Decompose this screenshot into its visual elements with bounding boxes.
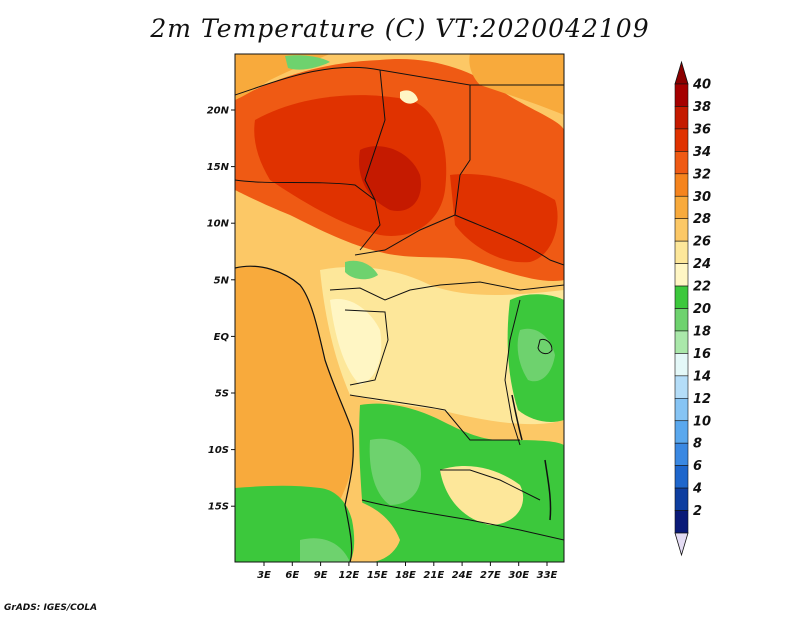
atlantic-ocean-warm (235, 266, 354, 500)
cameroon-patch (345, 260, 378, 280)
colorbar-label: 22 (693, 280, 711, 295)
lat-tick-label: 10N (207, 219, 230, 230)
border-sudan (454, 214, 564, 266)
colorbar-swatch (674, 151, 689, 175)
colorbar-swatch (674, 240, 689, 264)
colorbar-label: 20 (693, 302, 711, 317)
border-angola-namibia (361, 499, 471, 521)
north-west-edge (235, 54, 330, 100)
colorbar-swatch (674, 83, 689, 107)
border-great-lakes (504, 299, 521, 446)
ocean-light-green (300, 538, 350, 562)
colorbar: 40 38 36 34 32 30 28 26 24 22 20 18 16 14 12 10 8 6 4 2 (674, 60, 711, 557)
border-south (469, 519, 564, 541)
lon-tick-label: 30E (508, 570, 529, 581)
border-zambia (440, 469, 541, 501)
colorbar-label: 32 (693, 167, 711, 182)
colorbar-label: 6 (693, 459, 702, 474)
lon-tick-label: 18E (395, 570, 416, 581)
country-borders (235, 66, 564, 541)
lat-tick-label: 15S (208, 502, 229, 513)
colorbar-swatch (674, 285, 689, 309)
colorbar-label: 38 (693, 100, 711, 115)
lon-tick-label: 27E (480, 570, 501, 581)
lat-tick-label: 15N (207, 162, 230, 173)
border-gabon-congo (344, 309, 389, 386)
border-nigeria (235, 179, 381, 251)
border-car-drc (329, 281, 564, 301)
lon-tick-label: 33E (537, 570, 558, 581)
lon-tick-label: 15E (367, 570, 388, 581)
lake-malawi (544, 459, 552, 521)
lat-tick-label: EQ (214, 332, 230, 343)
lake-victoria (537, 339, 553, 355)
colorbar-label: 30 (693, 190, 711, 205)
colorbar-swatch (674, 308, 689, 332)
colorbar-label: 24 (693, 257, 711, 272)
map-frame (234, 53, 565, 563)
colorbar-swatch (674, 173, 689, 197)
colorbar-label: 4 (692, 482, 702, 497)
temperature-field (235, 54, 564, 562)
colorbar-label: 28 (693, 212, 711, 227)
lake-tanganyika (511, 394, 523, 441)
colorbar-swatch (674, 487, 689, 511)
border-niger-chad (364, 69, 386, 201)
lon-tick-label: 12E (339, 570, 360, 581)
lat-tick-label: 10S (208, 445, 229, 456)
colorbar-top-arrow (674, 60, 689, 85)
coastline (235, 265, 354, 562)
colorbar-swatch (674, 442, 689, 466)
lon-tick-label: 6E (285, 570, 299, 581)
longitude-axis: 3E 6E 9E 12E 15E 18E 21E 24E 27E 30E 33E (257, 562, 558, 581)
lon-tick-label: 3E (257, 570, 271, 581)
colorbar-swatch (674, 397, 689, 422)
colorbar-label: 34 (693, 145, 711, 160)
equatorial-belt (320, 266, 564, 425)
latitude-axis: 20N 15N 10N 5N EQ 5S 10S 15S (207, 106, 235, 513)
sudan-very-hot (450, 174, 558, 263)
colorbar-swatch (674, 330, 689, 354)
colorbar-label: 8 (693, 437, 702, 452)
colorbar-swatch (674, 353, 689, 377)
lon-tick-label: 24E (452, 570, 473, 581)
atlas-patch (285, 55, 330, 70)
lat-tick-label: 20N (207, 106, 230, 117)
colorbar-label: 12 (693, 392, 711, 407)
tibesti-patch (400, 90, 418, 104)
border-chad-car (354, 174, 461, 256)
gabon-mild (330, 299, 382, 385)
lake-region-light (517, 328, 555, 382)
colorbar-swatch (674, 128, 689, 152)
colorbar-swatch (674, 263, 689, 287)
colorbar-label: 16 (693, 347, 711, 362)
colorbar-swatch (674, 375, 689, 399)
colorbar-swatch (674, 106, 689, 130)
colorbar-label: 2 (693, 504, 702, 519)
namibia-warm (355, 500, 400, 562)
angola-highland-light (369, 438, 421, 505)
lat-tick-label: 5S (215, 389, 229, 400)
lon-tick-label: 21E (423, 570, 444, 581)
colorbar-label: 36 (693, 122, 711, 137)
lon-tick-label: 9E (314, 570, 328, 581)
colorbar-label: 26 (693, 235, 711, 250)
colorbar-label: 40 (692, 78, 711, 93)
colorbar-swatch (674, 510, 689, 534)
colorbar-swatch (674, 420, 689, 444)
lat-tick-label: 5N (214, 275, 230, 286)
border-drc-angola (349, 394, 520, 441)
colorbar-label: 18 (693, 324, 711, 339)
chad-hottest (359, 146, 421, 211)
grads-credit: GrADS: IGES/COLA (4, 603, 98, 613)
colorbar-swatch (674, 195, 689, 220)
colorbar-label: 10 (693, 414, 711, 429)
colorbar-swatch (674, 218, 689, 242)
colorbar-bottom-arrow (674, 532, 689, 557)
colorbar-swatch (674, 465, 689, 489)
chart-title: 2m Temperature (C) VT:2020042109 (150, 14, 650, 43)
colorbar-label: 14 (693, 369, 711, 384)
